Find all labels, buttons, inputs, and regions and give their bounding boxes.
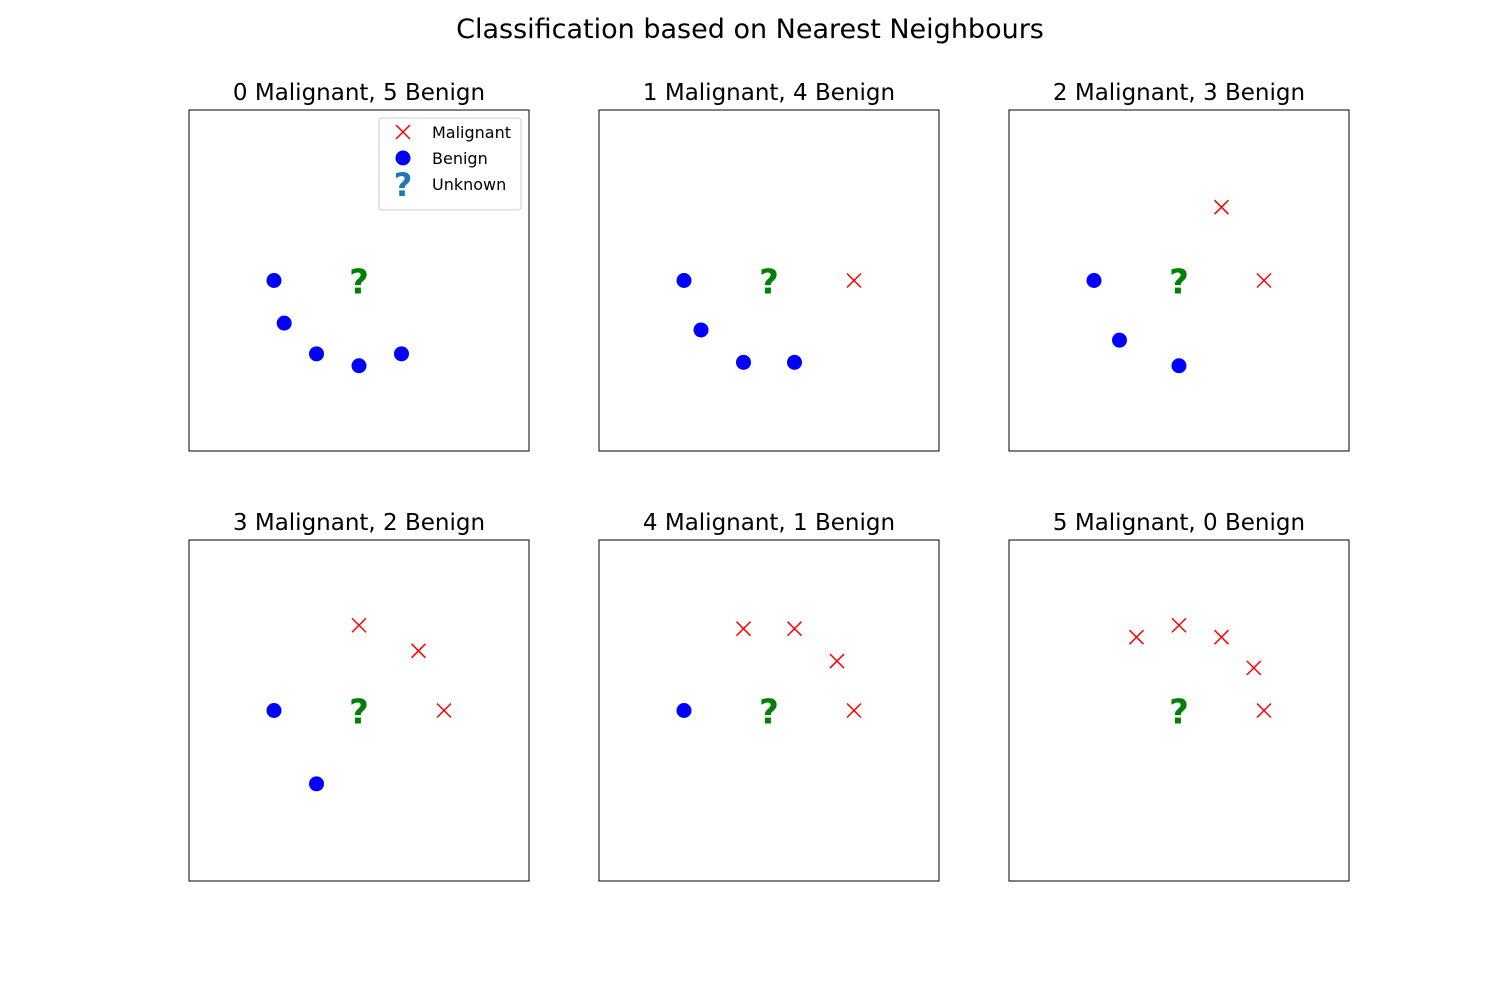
benign-point — [676, 703, 692, 718]
malignant-point — [1128, 629, 1145, 645]
subplot-title: 2 Malignant, 3 Benign — [1053, 80, 1305, 106]
malignant-point — [436, 702, 452, 719]
unknown-point: ? — [349, 263, 369, 303]
legend: Malignant Benign? Unknown — [378, 117, 522, 211]
plot-area — [598, 539, 940, 882]
plot-area — [1008, 109, 1350, 452]
subplot-4: 3 Malignant, 2 Benign? — [188, 510, 530, 882]
malignant-point — [1171, 617, 1187, 633]
benign-point — [736, 354, 751, 370]
malignant-point — [1213, 629, 1230, 645]
benign-point — [266, 273, 282, 288]
legend-entry-benign: Benign — [395, 149, 488, 168]
benign-point — [309, 776, 324, 792]
malignant-point — [829, 653, 845, 669]
malignant-point-stroke — [735, 621, 752, 637]
legend-label: Unknown — [432, 175, 506, 194]
malignant-point — [846, 702, 862, 719]
subplot-6: 5 Malignant, 0 Benign? — [1008, 510, 1350, 882]
malignant-point-stroke — [846, 702, 862, 719]
subplot-title: 1 Malignant, 4 Benign — [643, 80, 895, 106]
malignant-point-stroke — [1213, 199, 1230, 215]
malignant-point-stroke — [1256, 272, 1272, 289]
unknown-point: ? — [759, 263, 779, 303]
malignant-point-stroke — [786, 621, 803, 637]
malignant-point — [1246, 660, 1262, 676]
subplot-1: 0 Malignant, 5 Benign? Malignant Benign? Un… — [188, 80, 530, 452]
benign-point — [266, 703, 282, 718]
malignant-point-stroke — [351, 617, 367, 633]
malignant-point-stroke — [1256, 702, 1272, 719]
legend-entry-malignant: Malignant — [395, 123, 511, 142]
benign-point — [309, 346, 324, 362]
plot-area — [188, 539, 530, 882]
malignant-point-stroke — [1128, 629, 1145, 645]
subplot-title: 3 Malignant, 2 Benign — [233, 510, 485, 536]
malignant-point — [1256, 702, 1272, 719]
malignant-point-stroke — [395, 124, 411, 140]
malignant-point — [351, 617, 367, 633]
legend-label: Benign — [432, 149, 488, 168]
plot-area — [598, 109, 940, 452]
malignant-point-stroke — [1171, 617, 1187, 633]
malignant-point-stroke — [1246, 660, 1262, 676]
unknown-point: ? — [349, 693, 369, 733]
malignant-point-stroke — [436, 702, 452, 719]
figure-title: Classification based on Nearest Neighbou… — [456, 14, 1044, 45]
malignant-point-stroke — [1213, 629, 1230, 645]
benign-point — [276, 315, 292, 331]
malignant-point-stroke — [829, 653, 845, 669]
malignant-point-stroke — [410, 643, 427, 659]
legend-label: Malignant — [432, 123, 511, 142]
subplot-3: 2 Malignant, 3 Benign? — [1008, 80, 1350, 452]
malignant-point — [410, 643, 427, 659]
benign-point — [1171, 358, 1187, 374]
legend-frame — [378, 117, 522, 211]
malignant-point-stroke — [846, 272, 862, 289]
benign-point — [1112, 332, 1127, 348]
subplot-title: 0 Malignant, 5 Benign — [233, 80, 485, 106]
benign-point — [676, 273, 692, 288]
benign-point — [787, 354, 802, 370]
benign-point — [1086, 273, 1102, 288]
subplot-title: 4 Malignant, 1 Benign — [643, 510, 895, 536]
benign-point — [394, 346, 409, 362]
benign-point — [693, 322, 709, 338]
subplot-5: 4 Malignant, 1 Benign? — [598, 510, 940, 882]
unknown-point: ? — [1169, 263, 1189, 303]
malignant-point — [1213, 199, 1230, 215]
plot-area — [1008, 539, 1350, 882]
legend-benign-marker — [395, 150, 411, 166]
malignant-point — [786, 621, 803, 637]
malignant-point — [735, 621, 752, 637]
malignant-point — [1256, 272, 1272, 289]
legend-unknown-marker: ? — [394, 166, 413, 204]
benign-point — [351, 358, 367, 374]
malignant-point — [846, 272, 862, 289]
subplot-title: 5 Malignant, 0 Benign — [1053, 510, 1305, 536]
subplot-2: 1 Malignant, 4 Benign? — [598, 80, 940, 452]
unknown-point: ? — [759, 693, 779, 733]
legend-entry-unknown: ? Unknown — [394, 166, 507, 204]
unknown-point: ? — [1169, 693, 1189, 733]
